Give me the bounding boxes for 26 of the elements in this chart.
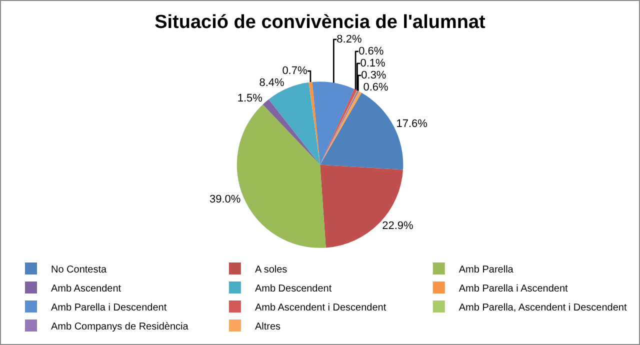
- pie-slice: [262, 99, 320, 165]
- legend-label: Amb Parella i Descendent: [51, 302, 167, 314]
- data-label: 8.4%: [259, 77, 285, 90]
- data-label: 0.6%: [358, 45, 384, 58]
- legend-label: Amb Descendent: [254, 283, 332, 294]
- data-label: 1.5%: [237, 92, 263, 104]
- legend-label: Amb Companys de Residència: [51, 321, 189, 332]
- legend-label: A soles: [254, 264, 288, 276]
- chart-title: Situació de convivència de l'alumnat: [154, 12, 486, 34]
- data-label: 22.9%: [382, 220, 414, 232]
- data-label: 8.2%: [336, 33, 362, 46]
- legend-label: Amb Parella: [458, 264, 514, 276]
- pie-slice: [308, 82, 320, 165]
- legend-label: Amb Ascendent: [51, 283, 122, 294]
- data-label: 0.6%: [363, 81, 389, 94]
- legend-label: Amb Parella, Ascendent i Descendent: [458, 302, 627, 314]
- data-label: 0.1%: [360, 57, 386, 70]
- data-label: 0.3%: [361, 69, 386, 82]
- data-label: 39.0%: [209, 193, 241, 206]
- pie-slice: [312, 82, 354, 165]
- legend-label: Amb Ascendent i Descendent: [254, 302, 386, 314]
- legend-label: No Contesta: [51, 264, 108, 276]
- legend-label: Altres: [254, 321, 281, 332]
- data-label: 17.6%: [396, 118, 428, 130]
- data-label: 0.7%: [282, 65, 308, 78]
- legend-label: Amb Parella i Ascendent: [458, 283, 568, 294]
